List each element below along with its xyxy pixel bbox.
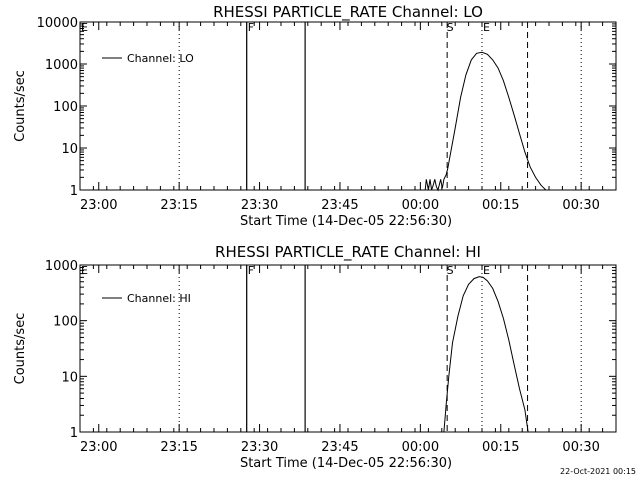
panel-1-title: RHESSI PARTICLE_RATE Channel: LO	[213, 3, 483, 22]
panel-1-x-tick-label: 00:00	[402, 198, 439, 213]
panel-2-x-tick-label: 23:00	[80, 440, 117, 455]
panel-2-x-axis-label: Start Time (14-Dec-05 22:56:30)	[240, 456, 452, 471]
panel-1-x-tick-label: 23:15	[160, 198, 197, 213]
panel-1-plot-frame	[79, 21, 617, 191]
panel-2-marker-label: E	[483, 264, 490, 277]
panel-1-x-tick-label: 23:45	[321, 198, 358, 213]
panel-1-y-tick-label: 1000	[45, 58, 78, 73]
panel-2-plot-frame	[79, 264, 617, 433]
panel-2-marker-label: S	[447, 264, 454, 277]
panel-1-x-tick-label: 00:30	[562, 198, 599, 213]
panel-2-y-tick-label: 10	[61, 370, 78, 385]
panel-1-y-axis-label: Counts/sec	[13, 70, 28, 142]
panel-2-marker-label: F	[248, 264, 254, 277]
panel-1-y-tick-label: 1	[70, 184, 78, 199]
panel-2-y-tick-label: 1	[70, 426, 78, 441]
panel-1-y-tick-label: 100	[53, 100, 78, 115]
panel-1-x-axis-label: Start Time (14-Dec-05 22:56:30)	[240, 214, 452, 229]
panel-1-marker-label: E	[483, 21, 490, 34]
panel-2-y-tick-label: 1000	[45, 259, 78, 274]
panel-2-y-axis-label: Counts/sec	[13, 313, 28, 385]
panel-2-y-tick-label: 100	[53, 315, 78, 330]
panel-1-series-line	[80, 22, 616, 192]
panel-2-x-tick-label: 23:30	[241, 440, 278, 455]
panel-1-corner-marker-label: E	[81, 21, 88, 34]
panel-2-corner-marker-label: E	[81, 264, 88, 277]
footer-timestamp: 22-Oct-2021 00:15	[560, 467, 636, 476]
panel-1-legend-label: Channel: LO	[127, 52, 194, 65]
panel-1-x-tick-label: 23:00	[80, 198, 117, 213]
panel-1-x-tick-label: 23:30	[241, 198, 278, 213]
panel-1-y-tick-label: 10	[61, 142, 78, 157]
panel-1-marker-label: S	[447, 21, 454, 34]
panel-1-x-tick-label: 00:15	[482, 198, 519, 213]
panel-2-x-tick-label: 23:45	[321, 440, 358, 455]
panel-2-x-tick-label: 00:00	[402, 440, 439, 455]
panel-1-y-tick-label: 10000	[37, 16, 78, 31]
panel-2-series-line	[80, 265, 616, 433]
panel-2-x-tick-label: 23:15	[160, 440, 197, 455]
panel-2-x-tick-label: 00:30	[562, 440, 599, 455]
panel-1-marker-label: F	[248, 21, 254, 34]
panel-2-title: RHESSI PARTICLE_RATE Channel: HI	[215, 243, 481, 262]
panel-2-legend-label: Channel: HI	[127, 292, 191, 305]
panel-2-x-tick-label: 00:15	[482, 440, 519, 455]
